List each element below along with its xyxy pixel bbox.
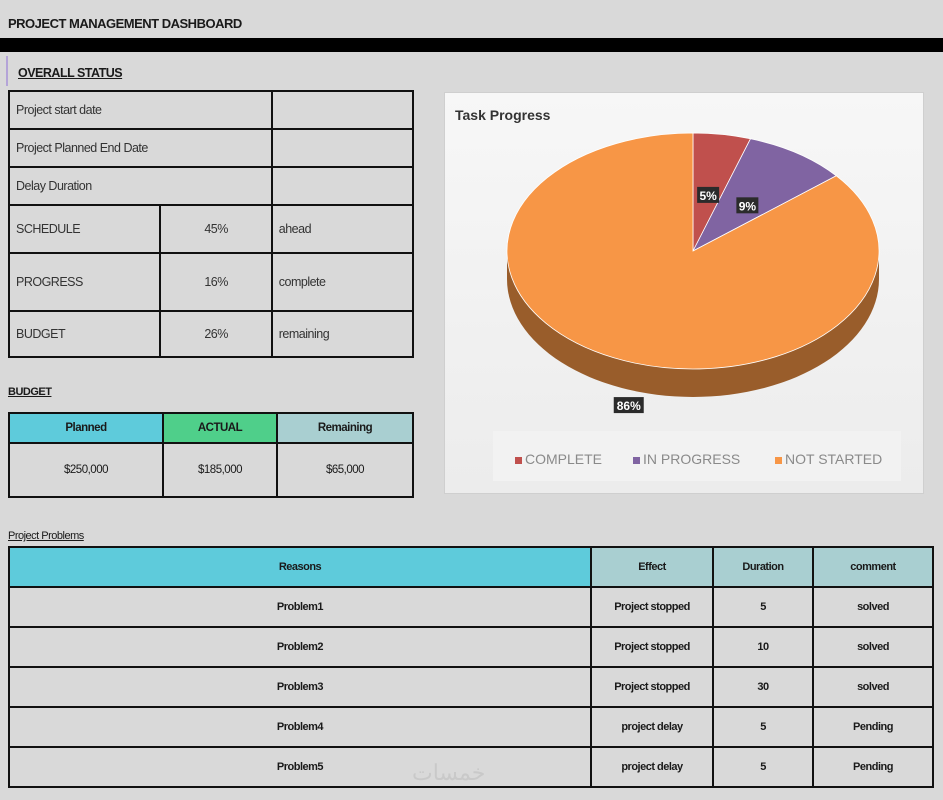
budget-value-row: $250,000 $185,000 $65,000 <box>8 442 414 498</box>
problem-duration: 10 <box>712 626 814 668</box>
metric-row-budget: BUDGET 26% remaining <box>7 310 415 358</box>
overall-status-heading: OVERALL STATUS <box>6 56 306 86</box>
legend-item-complete: COMPLETE <box>515 451 602 467</box>
svg-text:86%: 86% <box>617 399 641 413</box>
header-comment: comment <box>812 546 934 588</box>
svg-text:5%: 5% <box>699 189 717 203</box>
problems-header-row: Reasons Effect Duration comment <box>8 546 934 588</box>
metric-row-progress: PROGRESS 16% complete <box>7 252 415 312</box>
header-effect: Effect <box>590 546 714 588</box>
chart-legend: COMPLETE IN PROGRESS NOT STARTED <box>493 431 901 481</box>
end-date-label: Project Planned End Date <box>8 128 273 168</box>
table-row: Problem5 project delay 5 Pending <box>8 746 934 788</box>
status-row-delay: Delay Duration <box>8 166 415 206</box>
problem-reason: Problem1 <box>8 586 592 628</box>
delay-duration-value[interactable] <box>270 166 415 206</box>
metric-row-schedule: SCHEDULE 45% ahead <box>7 204 415 254</box>
start-date-label: Project start date <box>8 90 273 130</box>
problem-reason: Problem2 <box>8 626 592 668</box>
status-row-end: Project Planned End Date <box>8 128 415 168</box>
legend-swatch-complete <box>515 456 522 464</box>
header-reasons: Reasons <box>8 546 592 588</box>
problem-comment: solved <box>812 666 934 708</box>
budget-planned-value: $250,000 <box>8 442 164 498</box>
budget-table: Planned ACTUAL Remaining $250,000 $185,0… <box>8 412 414 498</box>
schedule-label: SCHEDULE <box>7 204 162 254</box>
watermark: خمسات <box>412 760 486 785</box>
budget-header-row: Planned ACTUAL Remaining <box>8 412 414 444</box>
problem-comment: solved <box>812 586 934 628</box>
pie-label-not-started: 86% <box>613 397 644 414</box>
legend-label-in-progress: IN PROGRESS <box>643 451 741 467</box>
svg-text:9%: 9% <box>739 199 757 213</box>
budget-metric-value: 26% <box>159 310 273 358</box>
schedule-status: ahead <box>270 204 415 254</box>
problem-effect: Project stopped <box>590 586 714 628</box>
chart-title: Task Progress <box>455 107 551 123</box>
problem-reason: Problem5 <box>8 746 592 788</box>
budget-actual-value: $185,000 <box>162 442 278 498</box>
start-date-value[interactable] <box>270 90 415 130</box>
problem-effect: Project stopped <box>590 666 714 708</box>
budget-heading: BUDGET <box>8 386 52 398</box>
pie-slice-in-progress[interactable] <box>692 138 838 252</box>
pie-label-complete: 5% <box>697 186 720 203</box>
pie-slice-not-started[interactable] <box>506 132 880 370</box>
budget-header-actual: ACTUAL <box>162 412 278 444</box>
problem-comment: solved <box>812 626 934 668</box>
legend-swatch-not-started <box>775 456 782 464</box>
progress-value: 16% <box>159 252 273 312</box>
progress-status: complete <box>270 252 415 312</box>
pie-chart-svg: 5% 9% 86% <box>506 132 880 414</box>
page-title: PROJECT MANAGEMENT DASHBOARD <box>8 16 242 31</box>
budget-remaining-value: $65,000 <box>276 442 414 498</box>
legend-label-complete: COMPLETE <box>525 451 603 467</box>
pie-label-in-progress: 9% <box>736 197 759 214</box>
problem-effect: project delay <box>590 746 714 788</box>
problems-heading: Project Problems <box>8 530 84 542</box>
delay-duration-label: Delay Duration <box>8 166 273 206</box>
problem-effect: project delay <box>590 706 714 748</box>
budget-header-planned: Planned <box>8 412 164 444</box>
pie-slice-side-not-started <box>507 251 879 397</box>
problem-effect: Project stopped <box>590 626 714 668</box>
header-bar <box>0 38 943 52</box>
budget-metric-status: remaining <box>270 310 415 358</box>
schedule-value: 45% <box>159 204 273 254</box>
problem-duration: 30 <box>712 666 814 708</box>
problem-duration: 5 <box>712 746 814 788</box>
header-duration: Duration <box>712 546 814 588</box>
problems-table: Reasons Effect Duration comment Problem1… <box>8 546 934 788</box>
legend-swatch-in-progress <box>633 456 640 464</box>
table-row: Problem3 Project stopped 30 solved <box>8 666 934 708</box>
problem-duration: 5 <box>712 706 814 748</box>
legend-item-not-started: NOT STARTED <box>775 451 882 467</box>
problem-comment: Pending <box>812 706 934 748</box>
status-row-start: Project start date <box>8 90 415 130</box>
budget-metric-label: BUDGET <box>7 310 162 358</box>
end-date-value[interactable] <box>270 128 415 168</box>
progress-label: PROGRESS <box>7 252 162 312</box>
problem-comment: Pending <box>812 746 934 788</box>
problem-duration: 5 <box>712 586 814 628</box>
task-progress-chart: Task Progress 5% 9% 86% COMPLETE IN PROGRE… <box>444 92 924 494</box>
problem-reason: Problem4 <box>8 706 592 748</box>
legend-item-in-progress: IN PROGRESS <box>633 451 740 467</box>
problem-reason: Problem3 <box>8 666 592 708</box>
table-row: Problem2 Project stopped 10 solved <box>8 626 934 668</box>
overall-status-table: Project start date Project Planned End D… <box>7 90 415 358</box>
legend-label-not-started: NOT STARTED <box>785 451 883 467</box>
table-row: Problem4 project delay 5 Pending <box>8 706 934 748</box>
budget-header-remaining: Remaining <box>276 412 414 444</box>
table-row: Problem1 Project stopped 5 solved <box>8 586 934 628</box>
